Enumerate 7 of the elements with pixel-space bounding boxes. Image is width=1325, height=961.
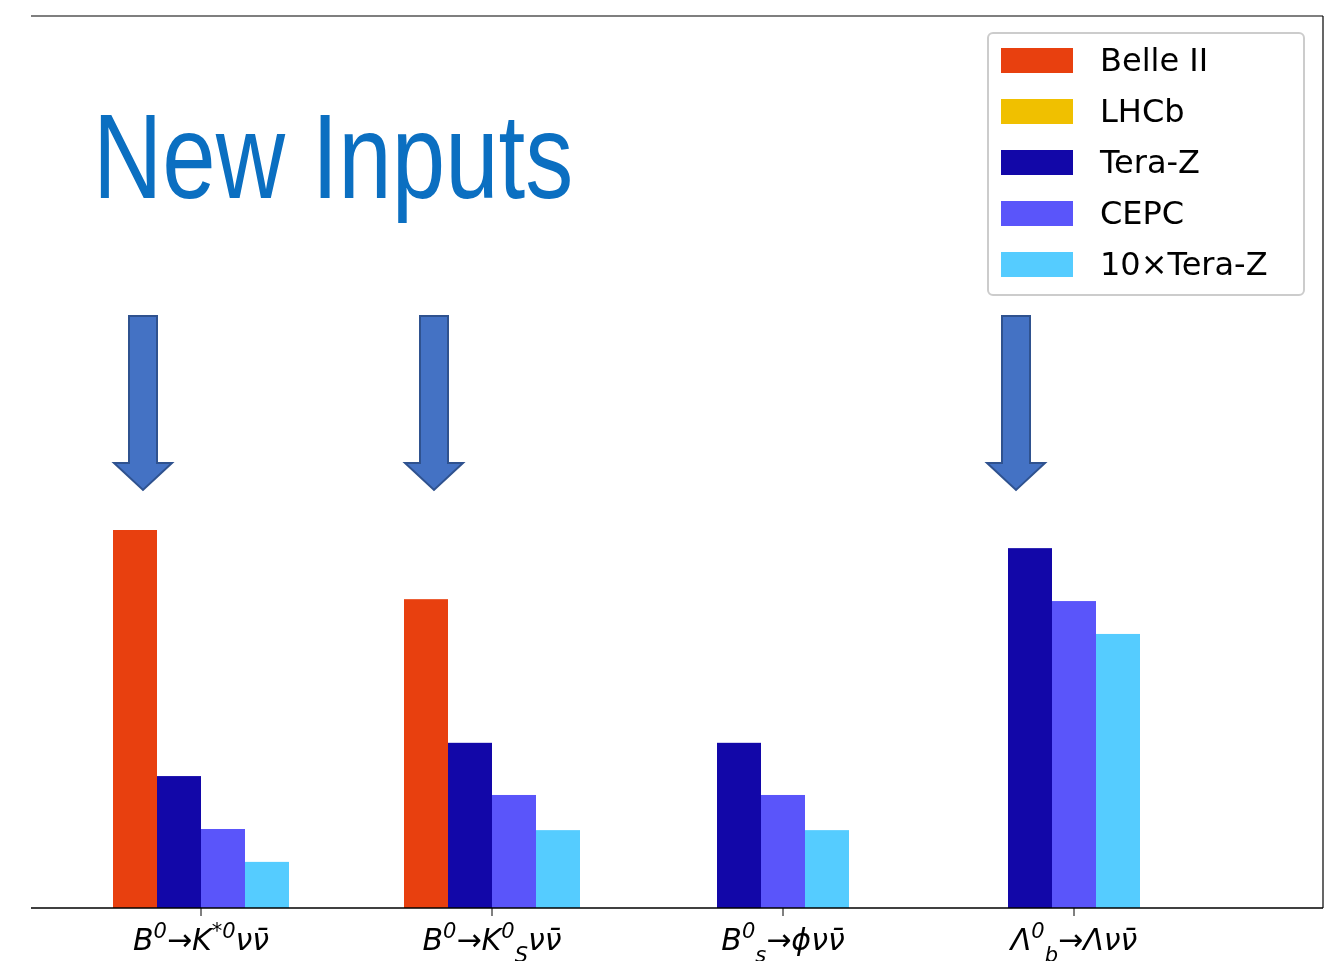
- legend-label: Tera-Z: [1099, 143, 1201, 181]
- text: New Inputs: [93, 89, 574, 224]
- x-tick-label: B$^{0}$→K$^{*0}$νν̄: [132, 919, 270, 957]
- legend-label: Belle II: [1100, 41, 1209, 79]
- legend-label: LHCb: [1100, 92, 1185, 130]
- legend-label: 10×Tera-Z: [1100, 245, 1268, 283]
- legend-label: CEPC: [1100, 194, 1185, 232]
